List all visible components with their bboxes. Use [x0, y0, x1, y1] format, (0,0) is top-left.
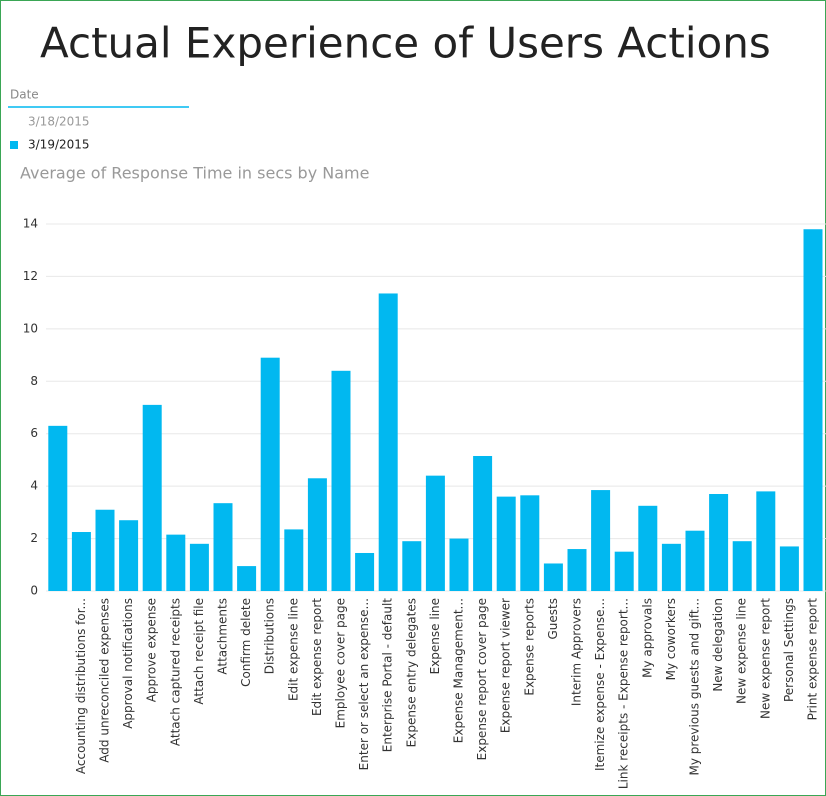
bar — [71, 532, 91, 591]
slicer-item[interactable]: 3/19/2015 — [28, 138, 90, 152]
bar — [378, 293, 398, 591]
bar — [425, 475, 445, 591]
bar — [142, 404, 162, 591]
bar — [779, 546, 799, 591]
x-tick-label: Enterprise Portal - default — [381, 598, 395, 752]
x-tick-label: Expense reports — [522, 598, 536, 696]
x-tick-label: Itemize expense - Expense... — [593, 598, 607, 771]
x-tick-label: Expense report viewer — [499, 598, 513, 733]
x-tick-label: Guests — [546, 598, 560, 640]
x-tick-label: Approve expense — [145, 598, 159, 702]
y-tick-label: 2 — [30, 531, 38, 545]
x-tick-label: Distributions — [263, 598, 277, 674]
bar — [189, 543, 209, 591]
bar — [709, 494, 729, 591]
bar — [567, 549, 587, 591]
bar — [166, 534, 186, 591]
bar — [213, 503, 233, 591]
bar — [543, 563, 563, 591]
y-tick-label: 6 — [30, 426, 38, 440]
bar — [355, 552, 375, 591]
x-tick-label: New expense line — [735, 598, 749, 704]
bar — [638, 505, 658, 591]
slicer-checkbox[interactable] — [10, 141, 18, 149]
bar — [95, 509, 115, 591]
bar — [520, 495, 540, 591]
x-tick-label: Expense line — [428, 598, 442, 674]
x-tick-label: Employee cover page — [334, 598, 348, 728]
x-tick-label: New delegation — [711, 598, 725, 692]
x-tick-label: Edit expense report — [310, 598, 324, 716]
x-tick-label: Print expense report — [806, 598, 820, 721]
page-title: Actual Experience of Users Actions — [40, 19, 771, 68]
bar — [331, 370, 351, 591]
bar — [756, 491, 776, 591]
x-tick-label: Confirm delete — [239, 598, 253, 687]
slicer-item[interactable]: 3/18/2015 — [28, 115, 90, 129]
x-tick-label: Edit expense line — [286, 598, 300, 701]
bar — [473, 455, 493, 591]
x-tick-label: My previous guests and gift... — [688, 598, 702, 776]
bar — [449, 538, 469, 591]
bar — [591, 490, 611, 591]
x-tick-label: Interim Approvers — [570, 598, 584, 706]
y-tick-label: 12 — [23, 269, 38, 283]
y-tick-label: 10 — [23, 321, 38, 335]
bar — [661, 543, 681, 591]
x-tick-label: Enter or select an expense... — [357, 598, 371, 770]
bar — [614, 551, 634, 591]
chart-title: Average of Response Time in secs by Name — [20, 164, 369, 183]
y-tick-label: 14 — [23, 217, 38, 231]
x-tick-label: Attachments — [216, 598, 230, 675]
bar — [260, 357, 280, 591]
bar — [48, 425, 68, 591]
x-tick-label: Expense entry delegates — [404, 598, 418, 747]
x-tick-label: My coworkers — [664, 598, 678, 680]
x-tick-label: Add unreconciled expenses — [98, 598, 112, 763]
bar — [402, 541, 422, 591]
bar — [237, 566, 257, 591]
bar — [496, 496, 516, 591]
bar — [284, 529, 304, 591]
x-tick-label: Personal Settings — [782, 598, 796, 702]
bar — [803, 229, 823, 591]
y-tick-label: 8 — [30, 374, 38, 388]
y-tick-label: 4 — [30, 479, 38, 493]
bar — [307, 478, 327, 591]
x-tick-label: Expense report cover page — [475, 598, 489, 760]
y-tick-label: 0 — [30, 584, 38, 598]
x-tick-label: Approval notifications — [121, 598, 135, 729]
bar — [732, 541, 752, 591]
x-tick-label: Expense Management... — [452, 598, 466, 743]
x-tick-label: Link receipts - Expense report... — [617, 598, 631, 789]
bar — [685, 530, 705, 591]
x-tick-label: Attach receipt file — [192, 598, 206, 705]
x-tick-label: New expense report — [758, 598, 772, 719]
bar — [119, 520, 139, 591]
x-tick-label: Attach captured receipts — [168, 598, 182, 746]
x-tick-label: My approvals — [640, 598, 654, 678]
slicer-title: Date — [10, 88, 39, 102]
x-tick-label: Accounting distributions for... — [74, 598, 88, 774]
